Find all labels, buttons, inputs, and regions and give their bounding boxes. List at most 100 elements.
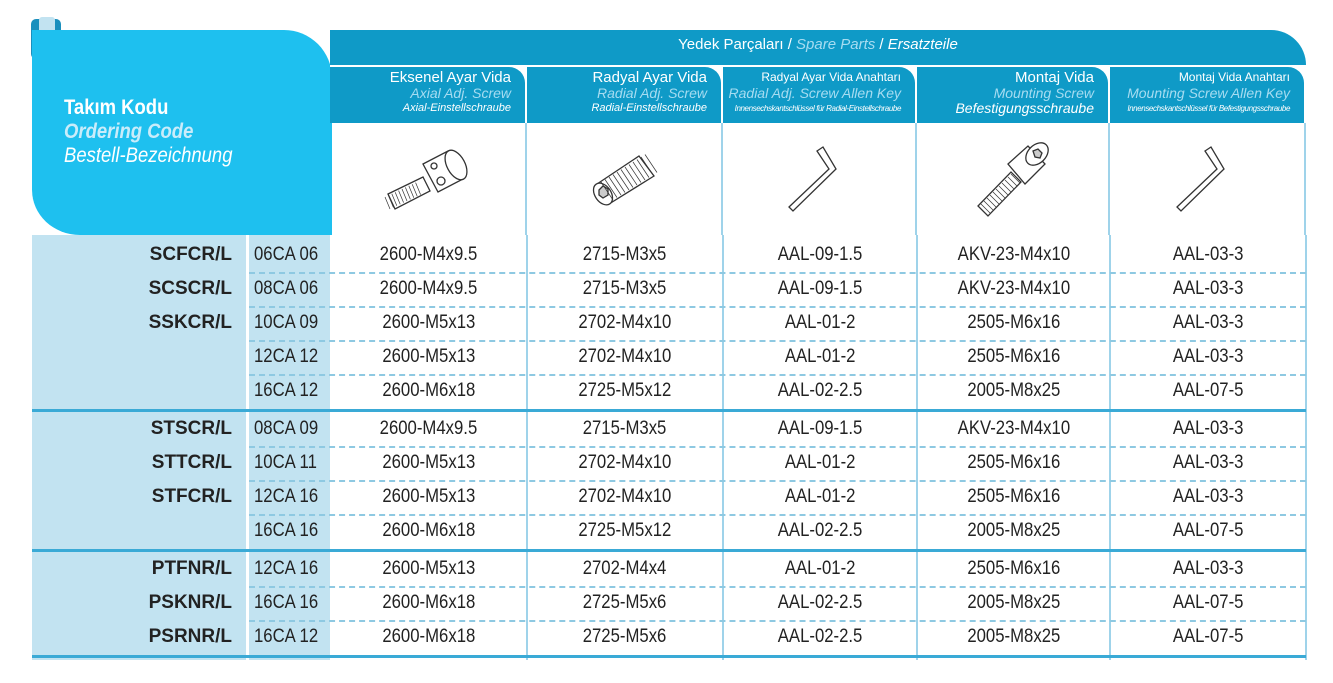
part-number: 2005-M8x25 — [967, 380, 1060, 401]
ordering-code: STFCR/L — [151, 486, 232, 507]
ordering-code: SSKCR/L — [148, 312, 232, 333]
socket-cap-screw-icon — [917, 123, 1110, 235]
allen-key-icon — [1110, 123, 1306, 235]
part-number-cell: 2702-M4x10 — [527, 446, 723, 480]
part-number: 2600-M5x13 — [382, 346, 475, 367]
part-number: 2600-M4x9.5 — [379, 418, 478, 439]
allen-key-icon — [723, 123, 917, 235]
part-number-cell: AAL-02-2.5 — [723, 586, 917, 620]
part-number-cell: AAL-03-3 — [1110, 552, 1306, 586]
part-number: 2005-M8x25 — [967, 592, 1060, 613]
part-number-cell: AAL-02-2.5 — [723, 514, 917, 548]
part-number: AAL-07-5 — [1172, 380, 1244, 401]
part-number: 2725-M5x6 — [583, 592, 667, 613]
part-number: 2600-M5x13 — [382, 558, 475, 579]
part-number: 2702-M4x4 — [583, 558, 667, 579]
part-number-cell: 2600-M5x13 — [330, 446, 527, 480]
part-number: 2600-M4x9.5 — [379, 244, 478, 265]
part-number: 2715-M3x5 — [583, 244, 667, 265]
part-number: 2702-M4x10 — [578, 486, 672, 507]
ordering-code: SCSCR/L — [148, 278, 232, 299]
column-header: Eksenel Ayar Vida Axial Adj. Screw Axial-E… — [330, 65, 527, 123]
part-number: 2600-M6x18 — [382, 520, 475, 541]
column-header-en: Axial Adj. Screw — [410, 85, 511, 101]
part-number: 2702-M4x10 — [578, 452, 672, 473]
part-number-cell: 2600-M6x18 — [330, 586, 527, 620]
ordering-code: PSRNR/L — [148, 626, 232, 647]
part-number: 2600-M5x13 — [382, 312, 475, 333]
part-number-cell: 2725-M5x6 — [527, 620, 723, 654]
insert-size: 10CA 09 — [254, 312, 319, 333]
column-header: Montaj Vida Mounting Screw Befestigungssch… — [917, 65, 1110, 123]
part-number-cell: AAL-03-3 — [1110, 480, 1306, 514]
part-number: AAL-09-1.5 — [777, 418, 863, 439]
insert-size: 10CA 11 — [254, 452, 317, 473]
part-number-cell: AAL-01-2 — [723, 446, 917, 480]
part-number: 2702-M4x10 — [578, 346, 672, 367]
part-number-cell: 2505-M6x16 — [917, 306, 1110, 340]
part-number-cell: AAL-01-2 — [723, 480, 917, 514]
part-number-cell: 2505-M6x16 — [917, 446, 1110, 480]
group-separator — [32, 549, 1306, 552]
column-header-tr: Eksenel Ayar Vida — [389, 69, 511, 86]
band-de: Ersatzteile — [887, 36, 958, 53]
part-number-cell: AAL-07-5 — [1110, 374, 1306, 408]
ordering-code: SCFCR/L — [149, 244, 232, 265]
band-sep: / — [875, 36, 888, 53]
band-sep: / — [783, 36, 797, 53]
part-number-cell: 2715-M3x5 — [527, 238, 723, 272]
part-number: AAL-03-3 — [1172, 244, 1244, 265]
table-row: STSCR/L 08CA 09 2600-M4x9.5 2715-M3x5 AAL-09… — [32, 412, 1306, 446]
insert-size: 16CA 16 — [254, 520, 319, 541]
column-header: Radyal Ayar Vida Anahtarı Radial Adj. Scr… — [723, 65, 917, 123]
part-number: 2505-M6x16 — [967, 452, 1060, 473]
title-tr: Takım Kodu — [64, 96, 169, 119]
column-header-en: Mounting Screw Allen Key — [1127, 85, 1290, 101]
ordering-code: PTFNR/L — [151, 558, 232, 579]
part-number-cell: AAL-02-2.5 — [723, 374, 917, 408]
part-number: AAL-03-3 — [1172, 486, 1244, 507]
part-number: 2600-M5x13 — [382, 452, 475, 473]
part-number-cell: 2600-M5x13 — [330, 340, 527, 374]
part-number-cell: 2702-M4x4 — [527, 552, 723, 586]
part-number: 2600-M6x18 — [382, 380, 475, 401]
ordering-code: STTCR/L — [151, 452, 232, 473]
table-row: SCFCR/L 06CA 06 2600-M4x9.5 2715-M3x5 AAL-09… — [32, 238, 1306, 272]
column-header-de: Axial-Einstellschraube — [402, 102, 511, 114]
part-number-cell: AAL-02-2.5 — [723, 620, 917, 654]
table-row: PSKNR/L 16CA 16 2600-M6x18 2725-M5x6 AAL-02-… — [32, 586, 1306, 620]
part-number-cell: AAL-07-5 — [1110, 586, 1306, 620]
part-number-cell: 2600-M4x9.5 — [330, 412, 527, 446]
part-number: 2005-M8x25 — [967, 520, 1060, 541]
code-column-bg — [32, 235, 246, 660]
part-number: 2725-M5x6 — [583, 626, 667, 647]
part-number-cell: 2702-M4x10 — [527, 480, 723, 514]
part-number: AAL-01-2 — [784, 486, 856, 507]
part-number: 2725-M5x12 — [578, 520, 672, 541]
part-number-cell: 2600-M5x13 — [330, 480, 527, 514]
part-number-cell: 2600-M6x18 — [330, 514, 527, 548]
part-number-cell: 2715-M3x5 — [527, 412, 723, 446]
column-header-de: Innensechskantschlüssel für Radial-Einst… — [734, 104, 902, 113]
column-header: Montaj Vida Anahtarı Mounting Screw Allen… — [1110, 65, 1306, 123]
column-header-tr: Radyal Ayar Vida Anahtarı — [761, 70, 901, 84]
spare-parts-band — [330, 30, 1306, 65]
insert-size: 12CA 16 — [254, 558, 319, 579]
part-number-cell: AAL-03-3 — [1110, 340, 1306, 374]
column-header-en: Radial Adj. Screw — [597, 85, 707, 101]
axial-screw-icon — [330, 123, 527, 235]
part-number: AAL-07-5 — [1172, 626, 1244, 647]
part-number-cell: 2505-M6x16 — [917, 480, 1110, 514]
table-row: 16CA 16 2600-M6x18 2725-M5x12 AAL-02-2.5 200… — [32, 514, 1306, 548]
part-number-cell: 2005-M8x25 — [917, 586, 1110, 620]
part-number: AAL-07-5 — [1172, 520, 1244, 541]
part-number: AAL-02-2.5 — [777, 380, 863, 401]
part-number-cell: 2725-M5x12 — [527, 374, 723, 408]
table-row: PTFNR/L 12CA 16 2600-M5x13 2702-M4x4 AAL-01-… — [32, 552, 1306, 586]
part-number: 2505-M6x16 — [967, 346, 1060, 367]
part-number: 2715-M3x5 — [583, 418, 667, 439]
part-number-cell: 2600-M4x9.5 — [330, 272, 527, 306]
part-number: AAL-01-2 — [784, 346, 856, 367]
part-number: 2505-M6x16 — [967, 558, 1060, 579]
part-number-cell: AKV-23-M4x10 — [917, 412, 1110, 446]
